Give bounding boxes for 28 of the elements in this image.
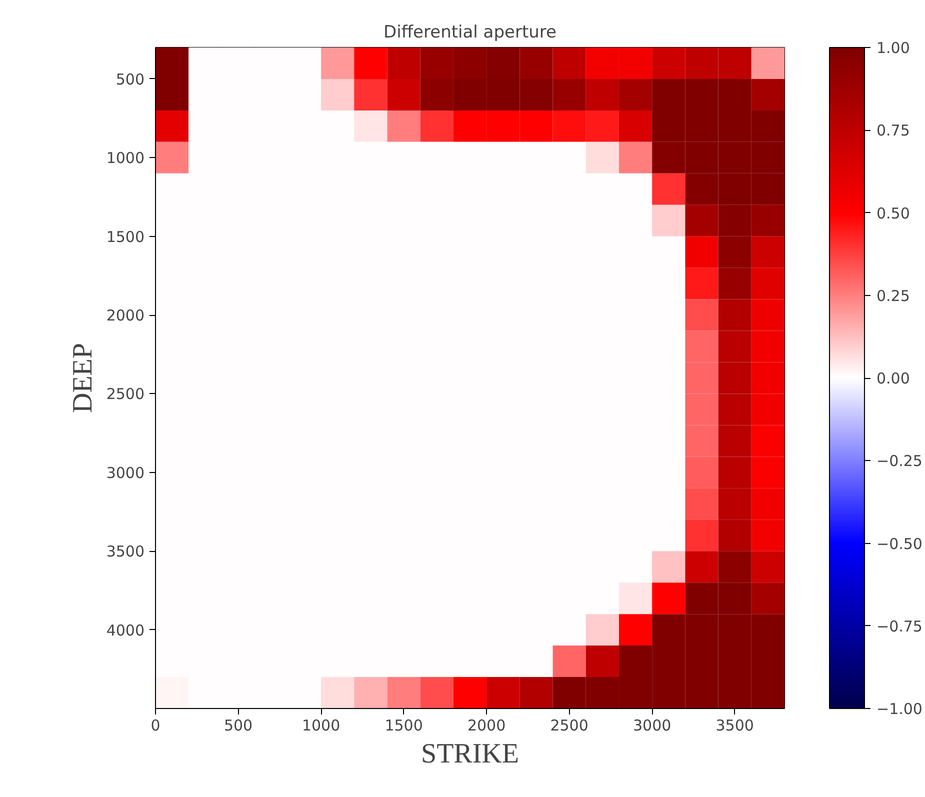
color-bar-label: −1.00 xyxy=(876,700,922,718)
x-tick-label: 500 xyxy=(224,716,253,734)
y-tick-label: 2000 xyxy=(106,306,145,325)
x-tick-label: 0 xyxy=(150,716,160,734)
color-bar-label: 0.50 xyxy=(876,204,910,222)
x-tick-label: 3500 xyxy=(716,716,754,734)
color-bar-label: 0.75 xyxy=(876,122,910,140)
y-tick-label: 2500 xyxy=(106,385,145,404)
x-tick-label: 3000 xyxy=(632,716,672,734)
y-axis-title: DEEP xyxy=(67,343,98,413)
color-bar-label: 0.00 xyxy=(876,370,910,388)
y-tick-label: 500 xyxy=(116,70,145,88)
x-tick-label: 2500 xyxy=(550,716,588,734)
color-bar-label: 1.00 xyxy=(876,39,910,57)
color-bar-label: −0.75 xyxy=(876,617,922,636)
chart-title: Differential aperture xyxy=(384,22,556,42)
y-tick-label: 1500 xyxy=(106,228,145,246)
y-tick-label: 3500 xyxy=(106,542,145,561)
color-bar-label: −0.25 xyxy=(876,452,922,470)
y-tick-label: 3000 xyxy=(106,464,145,482)
color-bar-label: −0.50 xyxy=(876,534,922,553)
color-bar-label: 0.25 xyxy=(876,286,910,305)
y-tick-label: 4000 xyxy=(106,621,145,640)
x-tick-label: 2000 xyxy=(467,716,506,734)
x-axis-title: STRIKE xyxy=(421,738,519,770)
x-tick-label: 1000 xyxy=(302,716,340,734)
y-tick-label: 1000 xyxy=(106,149,145,168)
x-tick-label: 1500 xyxy=(384,716,423,734)
